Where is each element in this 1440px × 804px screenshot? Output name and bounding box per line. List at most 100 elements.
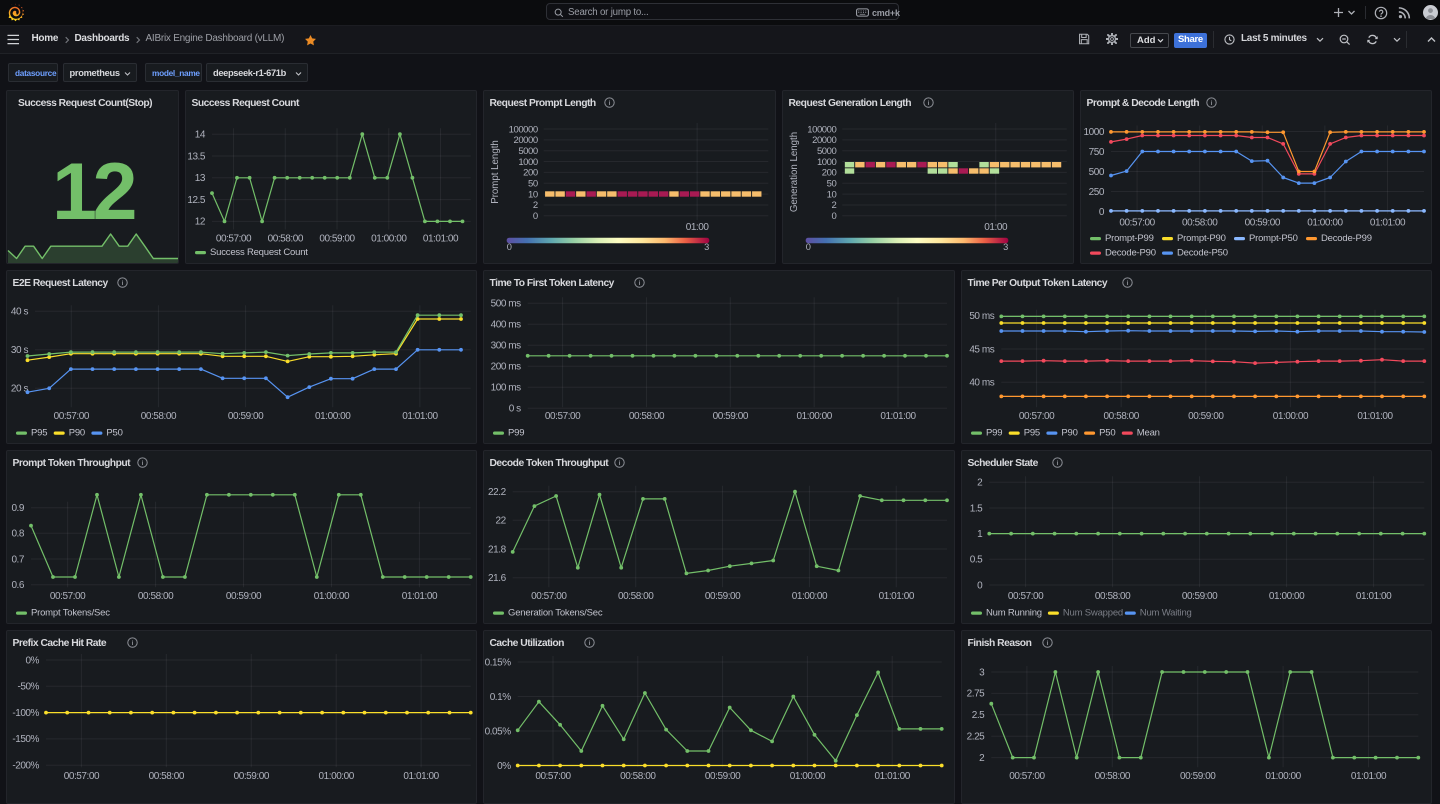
svg-text:0.7: 0.7: [11, 554, 24, 565]
svg-text:01:01:00: 01:01:00: [402, 411, 438, 422]
svg-text:Time Per Output Token Latency: Time Per Output Token Latency: [967, 278, 1107, 289]
svg-text:i: i: [1211, 100, 1213, 107]
svg-text:500 ms: 500 ms: [491, 299, 522, 310]
svg-text:20000: 20000: [812, 135, 836, 146]
svg-text:01:01:00: 01:01:00: [1351, 771, 1387, 782]
svg-text:2.25: 2.25: [966, 732, 985, 743]
svg-text:3: 3: [979, 667, 985, 678]
svg-text:01:01:00: 01:01:00: [403, 771, 439, 782]
svg-text:P99: P99: [508, 427, 524, 438]
svg-text:14: 14: [195, 130, 206, 141]
svg-text:22.2: 22.2: [488, 487, 507, 498]
svg-text:01:00:00: 01:00:00: [1307, 217, 1343, 228]
svg-text:5000: 5000: [519, 146, 539, 157]
svg-text:0: 0: [831, 211, 836, 222]
svg-text:01:00:00: 01:00:00: [319, 771, 355, 782]
svg-text:Success Request Count: Success Request Count: [192, 98, 300, 109]
svg-text:1000: 1000: [817, 157, 837, 168]
svg-text:Num Waiting: Num Waiting: [1139, 607, 1191, 618]
svg-text:1000: 1000: [519, 157, 539, 168]
svg-text:i: i: [122, 280, 124, 287]
svg-text:0%: 0%: [497, 761, 511, 772]
svg-text:00:59:00: 00:59:00: [226, 591, 262, 602]
svg-text:21.6: 21.6: [488, 573, 507, 584]
svg-text:12: 12: [52, 147, 135, 237]
svg-text:40 s: 40 s: [11, 307, 29, 318]
svg-text:0: 0: [977, 580, 983, 591]
svg-text:40 ms: 40 ms: [969, 378, 994, 389]
svg-text:00:58:00: 00:58:00: [138, 591, 174, 602]
svg-text:00:59:00: 00:59:00: [705, 591, 741, 602]
svg-text:200 ms: 200 ms: [491, 362, 522, 373]
svg-text:P50: P50: [106, 427, 122, 438]
svg-text:0: 0: [805, 242, 810, 252]
svg-text:-150%: -150%: [12, 734, 39, 745]
svg-text:0.1%: 0.1%: [490, 692, 512, 703]
svg-text:-100%: -100%: [12, 708, 39, 719]
svg-text:i: i: [1046, 640, 1048, 647]
svg-text:01:00:00: 01:00:00: [790, 771, 826, 782]
svg-text:00:58:00: 00:58:00: [620, 771, 656, 782]
svg-text:01:01:00: 01:01:00: [875, 771, 911, 782]
svg-text:01:01:00: 01:01:00: [1370, 217, 1406, 228]
svg-text:Time To First Token Latency: Time To First Token Latency: [490, 278, 615, 289]
svg-text:00:57:00: 00:57:00: [1009, 771, 1045, 782]
svg-text:01:00:00: 01:00:00: [315, 411, 351, 422]
svg-text:50: 50: [826, 179, 836, 190]
svg-text:12: 12: [195, 217, 206, 228]
svg-text:Prompt-P90: Prompt-P90: [1177, 233, 1226, 244]
svg-text:01:01:00: 01:01:00: [879, 591, 915, 602]
svg-text:00:57:00: 00:57:00: [1019, 411, 1055, 422]
svg-text:100000: 100000: [807, 124, 836, 135]
svg-text:13.5: 13.5: [187, 151, 206, 162]
svg-text:Decode-P50: Decode-P50: [1177, 247, 1228, 258]
svg-text:P95: P95: [31, 427, 47, 438]
svg-text:00:58:00: 00:58:00: [141, 411, 177, 422]
svg-text:00:59:00: 00:59:00: [319, 233, 355, 244]
svg-text:00:59:00: 00:59:00: [713, 411, 749, 422]
svg-text:Prefix Cache Hit Rate: Prefix Cache Hit Rate: [13, 638, 107, 649]
svg-text:20000: 20000: [514, 135, 538, 146]
svg-text:20 s: 20 s: [11, 384, 29, 395]
svg-text:01:00: 01:00: [984, 222, 1008, 233]
svg-text:00:59:00: 00:59:00: [1182, 591, 1218, 602]
svg-text:21.8: 21.8: [488, 544, 507, 555]
svg-text:Generation Length: Generation Length: [789, 132, 800, 212]
svg-text:13: 13: [195, 173, 206, 184]
svg-text:22: 22: [496, 516, 507, 527]
svg-text:i: i: [639, 280, 641, 287]
svg-text:00:59:00: 00:59:00: [705, 771, 741, 782]
svg-text:Prompt Length: Prompt Length: [490, 140, 501, 204]
svg-text:01:00:00: 01:00:00: [371, 233, 407, 244]
svg-text:00:57:00: 00:57:00: [545, 411, 581, 422]
svg-text:Prompt-P50: Prompt-P50: [1249, 233, 1298, 244]
svg-text:Decode-P90: Decode-P90: [1105, 247, 1156, 258]
svg-text:00:57:00: 00:57:00: [54, 411, 90, 422]
svg-text:01:00:00: 01:00:00: [792, 591, 828, 602]
svg-text:Finish Reason: Finish Reason: [967, 638, 1031, 649]
svg-text:1.5: 1.5: [969, 503, 982, 514]
svg-text:Prompt Token Throughput: Prompt Token Throughput: [13, 458, 132, 469]
svg-text:0.8: 0.8: [11, 529, 24, 540]
svg-text:2.5: 2.5: [971, 710, 984, 721]
svg-text:Success Request Count(Stop): Success Request Count(Stop): [18, 98, 152, 109]
svg-text:00:59:00: 00:59:00: [228, 411, 264, 422]
svg-text:500: 500: [1089, 167, 1105, 178]
svg-text:Scheduler State: Scheduler State: [967, 458, 1038, 469]
svg-text:01:01:00: 01:01:00: [1357, 411, 1393, 422]
svg-text:01:00: 01:00: [686, 222, 710, 233]
svg-text:01:00:00: 01:00:00: [1272, 411, 1308, 422]
svg-text:00:57:00: 00:57:00: [1008, 591, 1044, 602]
svg-text:P90: P90: [69, 427, 85, 438]
svg-text:00:58:00: 00:58:00: [1094, 771, 1130, 782]
svg-text:00:57:00: 00:57:00: [64, 771, 100, 782]
svg-text:01:01:00: 01:01:00: [1356, 591, 1392, 602]
svg-text:250: 250: [1089, 187, 1105, 198]
svg-text:-50%: -50%: [17, 682, 39, 693]
svg-text:0: 0: [533, 211, 538, 222]
svg-text:00:58:00: 00:58:00: [629, 411, 665, 422]
svg-text:01:01:00: 01:01:00: [402, 591, 438, 602]
svg-text:E2E Request Latency: E2E Request Latency: [13, 278, 109, 289]
svg-text:200: 200: [821, 168, 836, 179]
svg-text:00:57:00: 00:57:00: [50, 591, 86, 602]
